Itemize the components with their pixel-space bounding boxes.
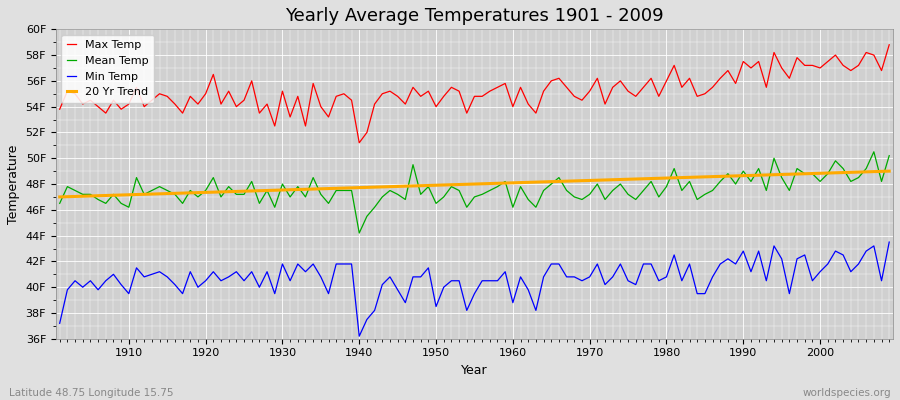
- Max Temp: [884, 42, 895, 47]
- Min Temp: [331, 262, 342, 266]
- Mean Temp: [515, 184, 526, 189]
- Min Temp: [515, 274, 526, 279]
- Max Temp: [54, 107, 65, 112]
- Mean Temp: [116, 201, 127, 206]
- Max Temp: [354, 140, 364, 145]
- Mean Temp: [608, 188, 618, 193]
- Mean Temp: [284, 194, 295, 199]
- Max Temp: [608, 85, 618, 90]
- Mean Temp: [54, 201, 65, 206]
- Min Temp: [354, 334, 364, 338]
- Line: Min Temp: Min Temp: [59, 242, 889, 336]
- Min Temp: [608, 274, 618, 279]
- Mean Temp: [868, 149, 879, 154]
- Line: Max Temp: Max Temp: [59, 45, 889, 143]
- Max Temp: [331, 94, 342, 99]
- X-axis label: Year: Year: [461, 364, 488, 377]
- Line: Mean Temp: Mean Temp: [59, 152, 889, 233]
- Text: Latitude 48.75 Longitude 15.75: Latitude 48.75 Longitude 15.75: [9, 388, 174, 398]
- Mean Temp: [508, 205, 518, 210]
- Min Temp: [284, 278, 295, 283]
- Mean Temp: [331, 188, 342, 193]
- Max Temp: [515, 85, 526, 90]
- Legend: Max Temp, Mean Temp, Min Temp, 20 Yr Trend: Max Temp, Mean Temp, Min Temp, 20 Yr Tre…: [61, 35, 154, 103]
- Max Temp: [116, 107, 127, 112]
- Mean Temp: [884, 153, 895, 158]
- Min Temp: [508, 300, 518, 305]
- Title: Yearly Average Temperatures 1901 - 2009: Yearly Average Temperatures 1901 - 2009: [285, 7, 664, 25]
- Min Temp: [116, 282, 127, 287]
- Y-axis label: Temperature: Temperature: [7, 144, 20, 224]
- Mean Temp: [354, 231, 364, 236]
- Min Temp: [54, 321, 65, 326]
- Text: worldspecies.org: worldspecies.org: [803, 388, 891, 398]
- Max Temp: [284, 114, 295, 119]
- Min Temp: [884, 240, 895, 244]
- Max Temp: [508, 104, 518, 109]
